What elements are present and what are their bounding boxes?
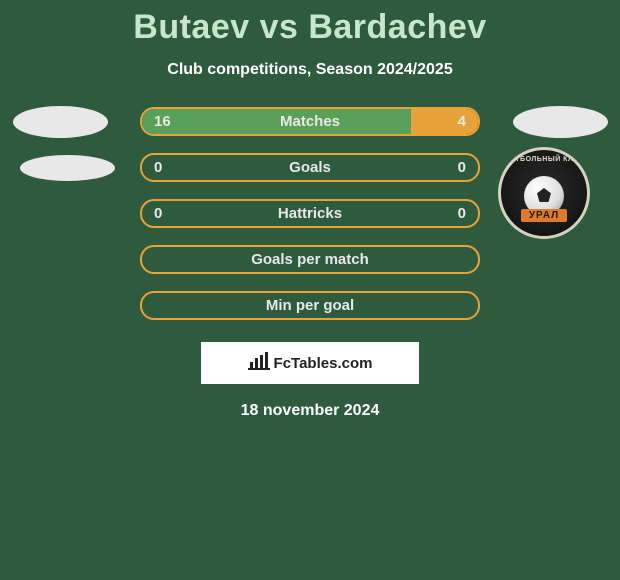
player-left-avatar-2 [20,155,115,181]
player-right-avatar [510,102,610,142]
footer-text: FcTables.com [274,355,373,372]
stat-bar-goals-per-match: Goals per match [140,245,480,274]
silhouette-icon [513,106,608,138]
subtitle: Club competitions, Season 2024/2025 [0,61,620,79]
club-badge-top-text: ФУТБОЛЬНЫЙ КЛУБ [504,156,584,163]
stat-label: Matches [142,113,478,130]
club-badge: ФУТБОЛЬНЫЙ КЛУБ УРАЛ [498,147,590,239]
footer-attribution: FcTables.com [201,342,419,384]
stat-bars: 16 Matches 4 0 Goals 0 0 Hattricks 0 [140,107,480,320]
stat-value-right: 4 [458,113,466,130]
date-label: 18 november 2024 [0,402,620,420]
comparison-area: ФУТБОЛЬНЫЙ КЛУБ УРАЛ 16 Matches 4 0 Goal… [0,107,620,320]
club-badge-banner: УРАЛ [521,209,567,222]
player-left-avatar [10,102,110,142]
chart-icon [248,352,270,375]
content-root: Butaev vs Bardachev Club competitions, S… [0,0,620,420]
stat-bar-hattricks: 0 Hattricks 0 [140,199,480,228]
stat-bar-matches: 16 Matches 4 [140,107,480,136]
stat-bar-goals: 0 Goals 0 [140,153,480,182]
stat-label: Hattricks [142,205,478,222]
stat-label: Goals per match [142,251,478,268]
page-title: Butaev vs Bardachev [0,0,620,47]
stat-label: Goals [142,159,478,176]
stat-value-right: 0 [458,159,466,176]
silhouette-icon [13,106,108,138]
stat-label: Min per goal [142,297,478,314]
stat-bar-min-per-goal: Min per goal [140,291,480,320]
stat-value-right: 0 [458,205,466,222]
